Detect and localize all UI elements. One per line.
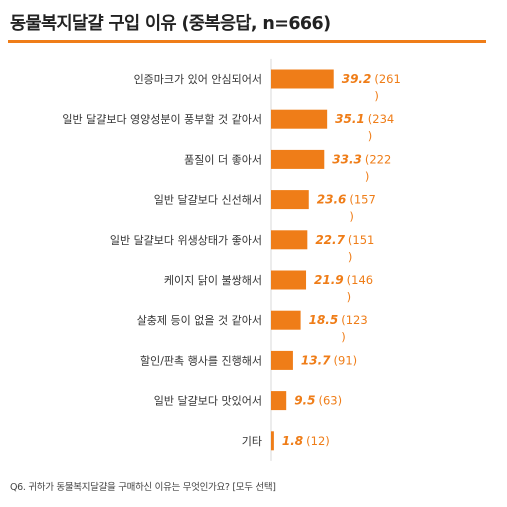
- category-label: 인증마크가 있어 안심되어서: [134, 73, 262, 86]
- category-label: 일반 달걀보다 신선해서: [154, 193, 262, 207]
- data-label: 1.8: [282, 434, 303, 448]
- category-label: 할인/판촉 행사를 진행해서: [140, 353, 262, 367]
- count-label: (146: [347, 273, 373, 287]
- data-label: 9.5: [294, 394, 315, 408]
- count-label-wrap: ): [349, 210, 354, 224]
- count-label: (123: [341, 313, 367, 327]
- category-label: 일반 달걀보다 맛있어서: [154, 394, 262, 408]
- data-label: 18.5: [309, 313, 339, 327]
- data-label: 13.7: [301, 353, 331, 367]
- data-label: 35.1: [335, 112, 365, 126]
- category-label: 일반 달걀보다 영양성분이 풍부할 것 같아서: [62, 112, 262, 126]
- count-label: (91): [334, 353, 358, 367]
- data-label: 22.7: [315, 233, 345, 247]
- count-label-wrap: ): [348, 250, 353, 264]
- category-label: 케이지 닭이 불쌍해서: [164, 273, 262, 287]
- bar: [271, 109, 328, 129]
- category-label: 기타: [242, 435, 262, 448]
- category-label: 일반 달걀보다 위생상태가 좋아서: [110, 233, 262, 247]
- title-underline: [8, 40, 486, 43]
- count-label-wrap: ): [341, 330, 346, 344]
- count-label: (157: [349, 193, 375, 207]
- chart-title: 동물복지달걀 구입 이유 (중복응답, n=666): [10, 14, 331, 34]
- data-label: 33.3: [332, 152, 362, 166]
- bar: [271, 270, 307, 290]
- bar: [271, 190, 309, 210]
- count-label-wrap: ): [374, 89, 379, 103]
- data-label: 23.6: [317, 193, 347, 207]
- bar: [271, 350, 293, 370]
- category-label: 품질이 더 좋아서: [184, 153, 262, 166]
- footnote: Q6. 귀하가 동물복지달걀을 구매하신 이유는 무엇인가요? [모두 선택]: [10, 482, 276, 493]
- count-label-wrap: ): [347, 290, 352, 304]
- count-label-wrap: ): [368, 129, 373, 143]
- bar: [271, 310, 301, 330]
- bar: [271, 230, 308, 250]
- bar: [271, 431, 274, 451]
- count-label: (63): [318, 394, 342, 408]
- count-label: (12): [306, 434, 330, 448]
- bar: [271, 391, 287, 411]
- count-label-wrap: ): [365, 169, 370, 183]
- data-label: 21.9: [314, 273, 344, 287]
- bar: [271, 69, 334, 89]
- category-label: 살충제 등이 없을 것 같아서: [137, 314, 262, 327]
- count-label: (151: [348, 233, 374, 247]
- bar: [271, 149, 325, 169]
- count-label: (234: [368, 112, 394, 126]
- count-label: (222: [365, 152, 391, 166]
- count-label: (261: [374, 72, 400, 86]
- data-label: 39.2: [342, 72, 372, 86]
